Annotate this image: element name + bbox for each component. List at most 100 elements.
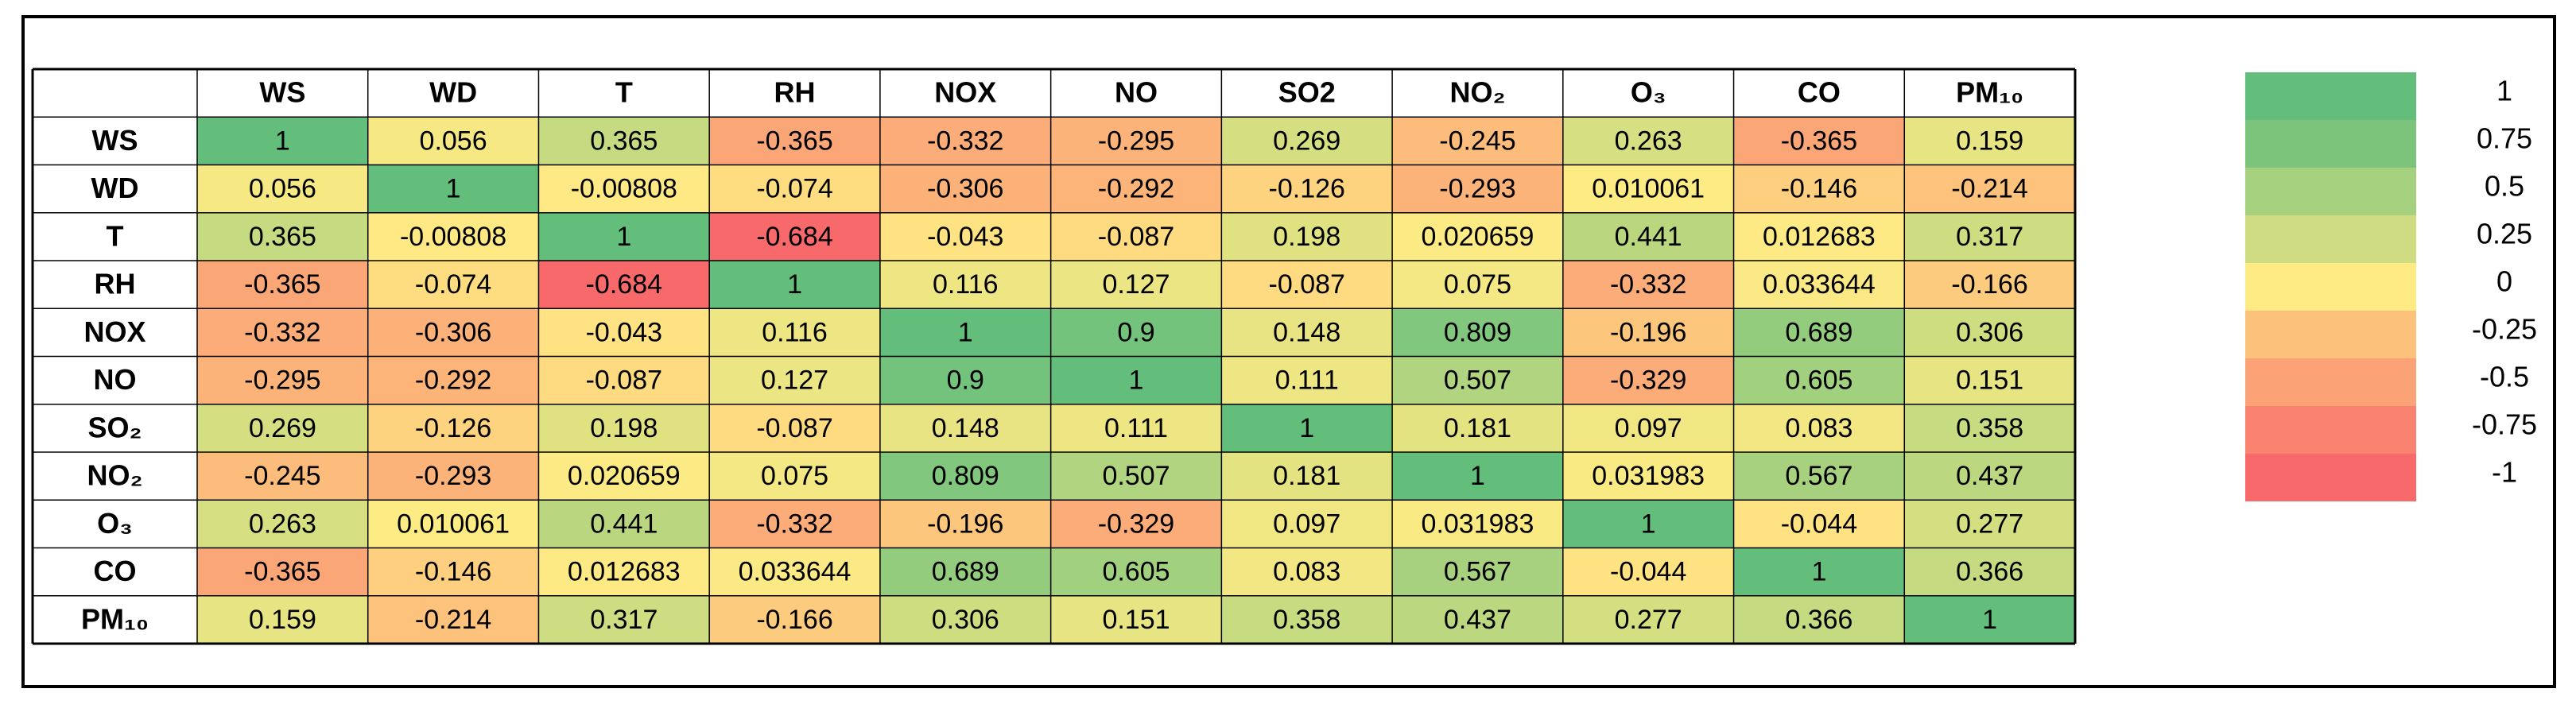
heat-cell (538, 356, 710, 404)
row-header: PM₁₀ (81, 602, 149, 635)
row-header: SO₂ (87, 411, 142, 443)
heat-cell (1733, 595, 1905, 644)
heat-cell (1221, 356, 1393, 404)
heat-cell (1392, 117, 1563, 165)
heat-cell (538, 452, 710, 501)
cell-label: 0.277 (1615, 605, 1682, 635)
heat-cell (1050, 404, 1222, 452)
row-header: NO (94, 363, 137, 396)
cell-label: -0.196 (927, 509, 1003, 539)
heat-cell (1221, 212, 1393, 261)
heat-cell (1562, 547, 1734, 596)
heat-cell (1733, 164, 1905, 213)
cell-label: 0.151 (1102, 605, 1170, 635)
heat-cell (538, 404, 710, 452)
heat-cell (1562, 261, 1734, 309)
heat-cell (1733, 261, 1905, 309)
cell-label: 0.605 (1102, 557, 1170, 587)
heat-cell (1050, 547, 1222, 596)
heat-cell (1733, 308, 1905, 357)
heat-cell (367, 212, 539, 261)
cell-label: -0.214 (1951, 174, 2027, 204)
heat-cell (1733, 452, 1905, 501)
heat-cell (1221, 547, 1393, 596)
cell-label: 0.198 (1273, 222, 1340, 252)
cell-label: -0.166 (1951, 269, 2027, 300)
cell-label: 0.809 (1444, 317, 1511, 347)
row-header: CO (94, 555, 137, 587)
heat-cell (1904, 500, 2075, 548)
heat-cell (1904, 452, 2075, 501)
heat-cell (879, 117, 1051, 165)
heat-cell (709, 356, 880, 404)
heat-cell (879, 356, 1051, 404)
heat-cell (1562, 404, 1734, 452)
heat-cell (879, 164, 1051, 213)
column-header: CO (1798, 76, 1841, 109)
cell-label: 0.366 (1956, 557, 2023, 587)
heat-cell (538, 261, 710, 309)
legend-label: 0.5 (2485, 170, 2524, 203)
heat-cell (1392, 308, 1563, 357)
cell-label: -0.306 (927, 174, 1003, 204)
heat-cell (197, 452, 368, 501)
cell-label: -0.074 (415, 269, 491, 300)
heat-cell (538, 595, 710, 644)
cell-label: 0.365 (249, 222, 316, 252)
legend-swatch (2245, 168, 2416, 215)
heat-cell (197, 261, 368, 309)
heat-cell (197, 356, 368, 404)
column-header: RH (774, 76, 816, 109)
cell-label: 0.181 (1273, 461, 1340, 491)
cell-label: 1 (275, 126, 290, 156)
heat-cell (1562, 212, 1734, 261)
cell-label: 0.263 (1615, 126, 1682, 156)
column-header: WS (259, 76, 305, 109)
cell-label: 0.9 (1117, 317, 1154, 347)
cell-label: -0.00808 (571, 174, 677, 204)
heat-cell (1221, 308, 1393, 357)
cell-label: 0.012683 (1763, 222, 1876, 252)
cell-label: 0.437 (1444, 605, 1511, 635)
cell-label: 0.441 (590, 509, 658, 539)
heat-cell (1733, 117, 1905, 165)
cell-label: -0.332 (1610, 269, 1686, 300)
cell-label: -0.365 (244, 557, 320, 587)
cell-label: 0.567 (1444, 557, 1511, 587)
cell-label: 0.567 (1785, 461, 1852, 491)
cell-label: 0.083 (1785, 413, 1852, 443)
cell-label: -0.329 (1098, 509, 1174, 539)
heat-cell (1733, 212, 1905, 261)
cell-label: -0.292 (1098, 174, 1174, 204)
heat-cell (879, 212, 1051, 261)
heat-cell (197, 164, 368, 213)
heat-cell (1050, 164, 1222, 213)
heat-cell (367, 500, 539, 548)
row-header: WD (91, 172, 139, 204)
cell-label: 0.689 (1785, 317, 1852, 347)
legend-swatch (2245, 406, 2416, 454)
column-header: NO₂ (1449, 76, 1505, 109)
cell-label: -0.087 (1269, 269, 1345, 300)
row-header: RH (95, 268, 136, 300)
heat-cell (197, 500, 368, 548)
cell-label: 1 (1299, 413, 1314, 443)
heat-cell (1904, 117, 2075, 165)
cell-label: 0.269 (249, 413, 316, 443)
heat-cell (1392, 595, 1563, 644)
row-header: NO₂ (87, 459, 143, 492)
heat-cell (1050, 356, 1222, 404)
heat-cell (1562, 452, 1734, 501)
cell-label: 1 (1470, 461, 1485, 491)
cell-label: 0.097 (1273, 509, 1340, 539)
heat-cell (538, 117, 710, 165)
heat-cell (1562, 117, 1734, 165)
heat-cell (1050, 261, 1222, 309)
cell-label: 1 (1982, 605, 1997, 635)
heat-cell (197, 308, 368, 357)
heat-cell (197, 117, 368, 165)
legend-swatch (2245, 454, 2416, 501)
heat-cell (1221, 452, 1393, 501)
cell-label: 1 (446, 174, 461, 204)
